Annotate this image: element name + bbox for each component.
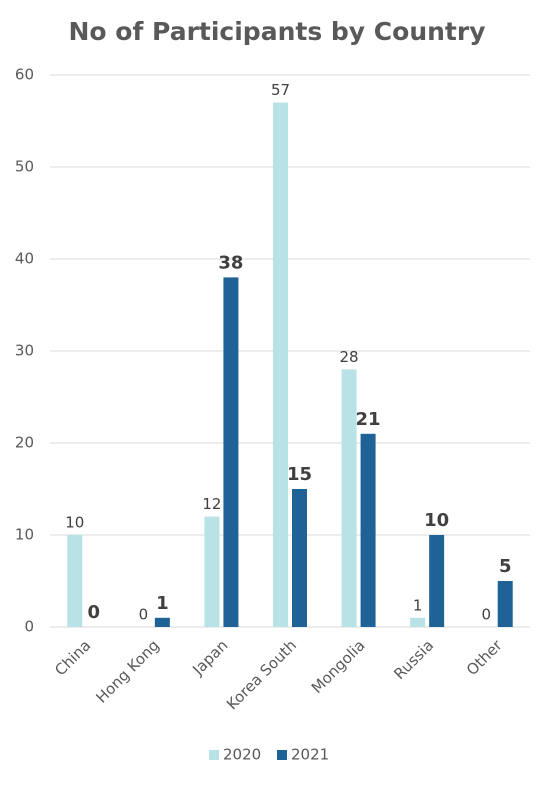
y-tick-label: 10 [15, 526, 34, 544]
x-tick-label: Japan [188, 636, 231, 679]
data-label: 21 [356, 409, 381, 430]
y-tick-label: 0 [24, 618, 34, 636]
bar [67, 535, 83, 627]
legend-label: 2021 [291, 746, 329, 764]
data-label: 0 [88, 602, 101, 623]
y-tick-label: 20 [15, 434, 34, 452]
data-label: 0 [139, 606, 149, 624]
bar [292, 489, 307, 627]
bar [223, 277, 239, 627]
x-tick-label: Mongolia [308, 636, 369, 697]
data-label: 5 [499, 556, 512, 577]
bar [429, 535, 445, 627]
bar [341, 369, 357, 627]
bar [360, 433, 376, 627]
data-label: 28 [340, 348, 359, 366]
legend-swatch [209, 750, 219, 760]
x-tick-label: China [51, 636, 94, 679]
legend-label: 2020 [223, 746, 261, 764]
data-label: 10 [65, 514, 84, 532]
bar [497, 581, 513, 627]
data-label: 1 [413, 596, 423, 614]
data-label: 38 [218, 252, 243, 273]
data-label: 1 [156, 593, 169, 614]
data-label: 12 [202, 495, 221, 513]
bar [154, 617, 170, 627]
x-tick-label: Korea South [223, 636, 300, 713]
data-label: 57 [271, 81, 290, 99]
data-label: 15 [287, 464, 312, 485]
y-tick-label: 30 [15, 342, 34, 360]
chart-title: No of Participants by Country [68, 17, 485, 46]
y-tick-label: 60 [15, 66, 34, 84]
data-label: 0 [481, 606, 491, 624]
y-tick-label: 40 [15, 250, 34, 268]
bar [410, 617, 426, 627]
x-tick-label: Hong Kong [92, 636, 162, 706]
data-label: 10 [424, 510, 449, 531]
bar [204, 516, 220, 627]
legend-swatch [277, 750, 287, 760]
x-tick-label: Other [463, 636, 506, 679]
x-tick-label: Russia [390, 636, 437, 683]
bar [273, 102, 288, 628]
y-tick-label: 50 [15, 158, 34, 176]
